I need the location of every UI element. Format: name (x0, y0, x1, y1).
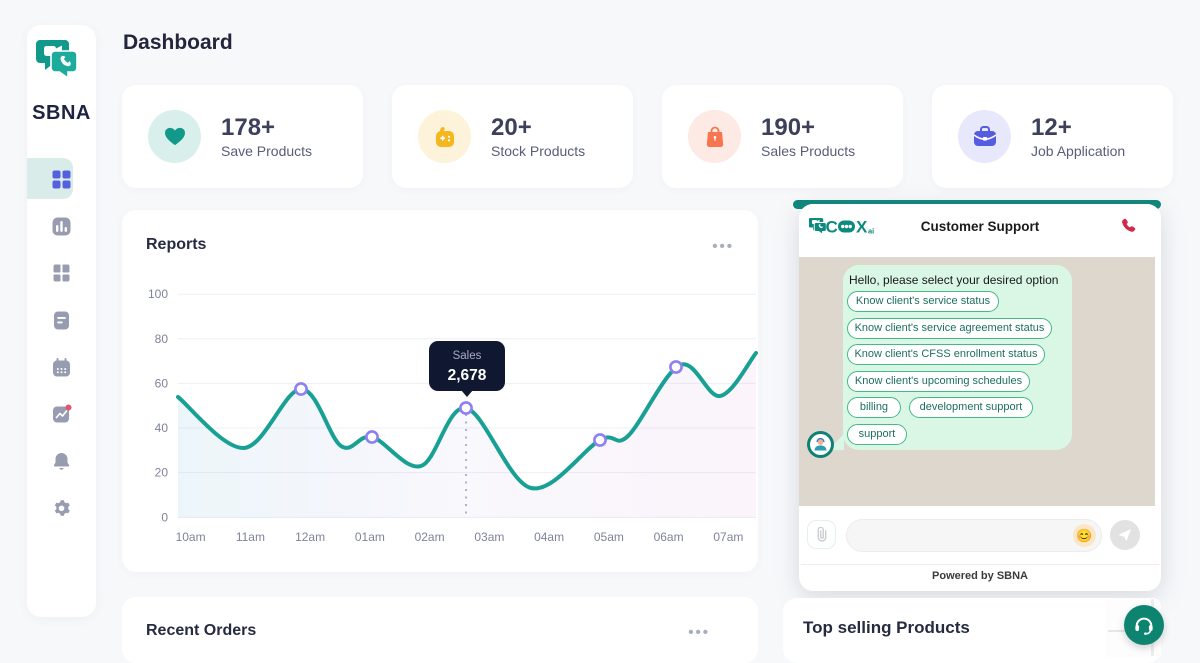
svg-text:80: 80 (155, 332, 169, 346)
svg-text:C: C (826, 218, 838, 237)
svg-text:0: 0 (161, 510, 168, 524)
svg-text:05am: 05am (594, 530, 624, 544)
svg-text:02am: 02am (415, 530, 445, 544)
svg-text:03am: 03am (474, 530, 504, 544)
svg-text:60: 60 (155, 376, 169, 390)
svg-text:10am: 10am (176, 530, 206, 544)
svg-text:40: 40 (155, 421, 169, 435)
svg-text:06am: 06am (654, 530, 684, 544)
svg-text:Sales: Sales (453, 350, 482, 362)
svg-text:20: 20 (155, 466, 169, 480)
svg-text:100: 100 (148, 287, 168, 301)
svg-text:11am: 11am (236, 530, 265, 544)
svg-text:X: X (856, 218, 868, 237)
svg-text:12am: 12am (295, 530, 325, 544)
svg-text:04am: 04am (534, 530, 564, 544)
svg-text:01am: 01am (355, 530, 385, 544)
svg-text:2,678: 2,678 (448, 367, 487, 384)
svg-text:ai: ai (868, 227, 874, 236)
svg-text:07am: 07am (713, 530, 743, 544)
